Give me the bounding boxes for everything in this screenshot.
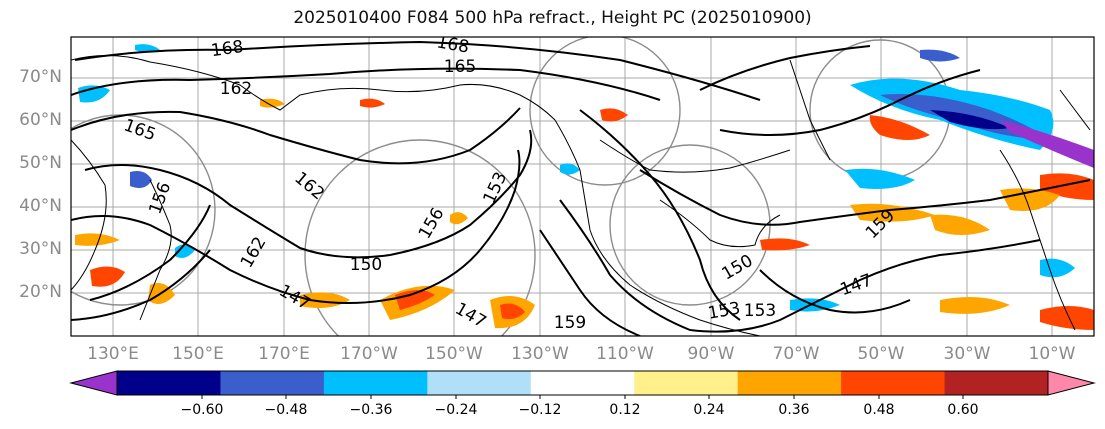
lat-label-50n: 50°N <box>19 153 62 173</box>
refractivity-shading <box>75 44 1094 330</box>
lon-label-110w: 110°W <box>596 344 654 364</box>
lon-label-150w: 150°W <box>425 344 483 364</box>
lat-label-70n: 70°N <box>19 67 62 87</box>
lon-label-90w: 90°W <box>687 344 735 364</box>
colorbar-segment <box>220 371 325 395</box>
colorbar-segment <box>737 371 842 395</box>
lon-label-30w: 30°W <box>943 344 991 364</box>
colorbar-arrow-left <box>69 370 118 396</box>
contour-label-150a: 150 <box>350 255 382 275</box>
lon-label-170w: 170°W <box>340 344 398 364</box>
lon-label-50w: 50°W <box>857 344 905 364</box>
contour-label-162a: 162 <box>220 79 252 99</box>
lon-label-10w: 10°W <box>1028 344 1076 364</box>
colorbar-arrow-right <box>1047 370 1096 396</box>
colorbar <box>69 370 1096 399</box>
map-frame <box>70 36 1095 337</box>
lon-label-150e: 150°E <box>172 344 224 364</box>
colorbar-segment <box>323 371 428 395</box>
colorbar-segments <box>69 370 1096 396</box>
lat-label-60n: 60°N <box>19 110 62 130</box>
colorbar-tick-label: 0.36 <box>778 402 810 418</box>
height-contours <box>71 40 1091 336</box>
colorbar-tick-label: −0.60 <box>180 402 224 418</box>
colorbar-tick-label: −0.24 <box>434 402 478 418</box>
colorbar-segment <box>841 371 946 395</box>
contour-label-165a: 165 <box>444 57 476 77</box>
lat-label-40n: 40°N <box>19 196 62 216</box>
colorbar-segment <box>427 371 532 395</box>
colorbar-segment <box>634 371 739 395</box>
contour-label-168a: 168 <box>210 37 245 61</box>
colorbar-segment <box>944 371 1049 395</box>
colorbar-segment <box>530 371 635 395</box>
colorbar-tick-label: −0.36 <box>349 402 393 418</box>
coastlines <box>71 55 1091 336</box>
lat-label-30n: 30°N <box>19 239 62 259</box>
colorbar-tick-label: 0.60 <box>947 402 979 418</box>
colorbar-ticks <box>201 395 964 399</box>
colorbar-tick-label: 0.24 <box>693 402 725 418</box>
lat-label-20n: 20°N <box>19 282 62 302</box>
lon-label-170e: 170°E <box>258 344 310 364</box>
contour-label-168b: 168 <box>435 32 470 57</box>
colorbar-tick-label: 0.48 <box>863 402 895 418</box>
colorbar-tick-label: 0.12 <box>609 402 641 418</box>
lon-label-70w: 70°W <box>772 344 820 364</box>
colorbar-tick-label: −0.48 <box>264 402 308 418</box>
colorbar-segment <box>117 371 221 395</box>
lon-label-130e: 130°E <box>87 344 139 364</box>
colorbar-tick-label: −0.12 <box>518 402 562 418</box>
map-title: 2025010400 F084 500 hPa refract., Height… <box>293 8 812 28</box>
lon-label-130w: 130°W <box>511 344 569 364</box>
contour-label-153c: 153 <box>744 301 776 321</box>
contour-label-159a: 159 <box>554 313 586 333</box>
